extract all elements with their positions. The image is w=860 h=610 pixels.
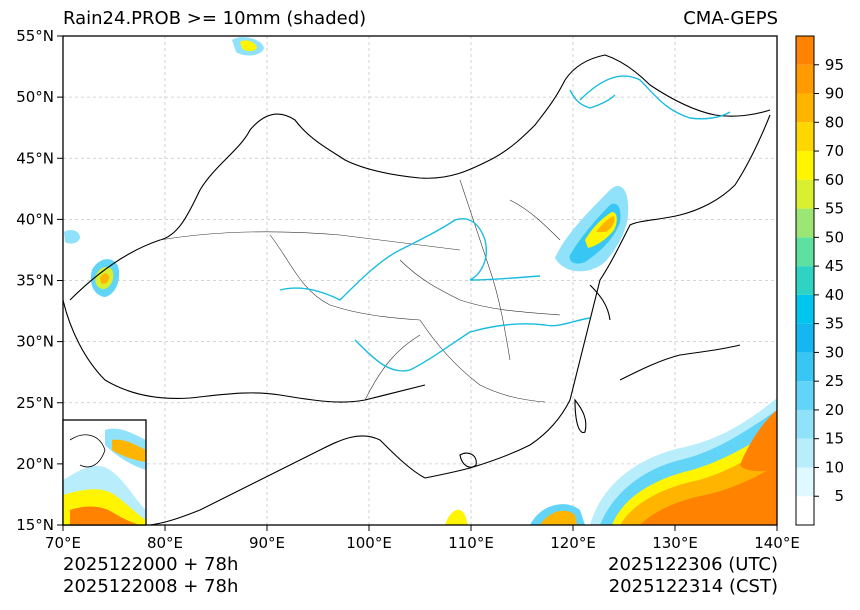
colorbar-frame — [795, 35, 815, 526]
colorbar-segment — [796, 122, 814, 152]
colorbar-segment — [796, 496, 814, 525]
lat-tick-label: 40°N — [16, 210, 54, 228]
colorbar-label: 30 — [825, 343, 844, 361]
lon-tick-label: 80°E — [147, 534, 183, 552]
colorbar-segment — [796, 381, 814, 410]
probability-shading — [64, 37, 777, 525]
valid-time-cst: 2025122314 (CST) — [608, 576, 778, 597]
colorbar-segment — [796, 208, 814, 238]
province-boundaries — [159, 179, 561, 403]
lon-tick-label: 100°E — [346, 534, 392, 552]
lat-tick-label: 25°N — [16, 394, 54, 412]
colorbar-label: 35 — [825, 315, 844, 333]
colorbar-segment — [796, 438, 814, 468]
lat-tick-label: 20°N — [16, 455, 54, 473]
colorbar-label: 60 — [825, 171, 844, 189]
model-name: CMA-GEPS — [683, 8, 778, 29]
lon-tick-label: 120°E — [550, 534, 596, 552]
colorbar-segment — [796, 294, 814, 324]
lon-tick-label: 70°E — [45, 534, 81, 552]
colorbar-label: 90 — [825, 85, 844, 103]
lon-tick-label: 140°E — [754, 534, 800, 552]
colorbar-label: 10 — [825, 458, 844, 476]
colorbar-segment — [796, 151, 814, 180]
colorbar-label: 45 — [825, 257, 844, 275]
colorbar-segment — [796, 266, 814, 295]
colorbar-segment — [796, 467, 814, 497]
lon-tick-label: 90°E — [249, 534, 285, 552]
colorbar-segment — [796, 36, 814, 65]
colorbar-segment — [796, 323, 814, 353]
colorbar-label: 55 — [825, 200, 844, 218]
coastline-and-borders — [63, 54, 771, 525]
lon-tick-label: 110°E — [448, 534, 494, 552]
colorbar-segment — [796, 64, 814, 94]
colorbar-label: 5 — [834, 487, 844, 505]
colorbar-segment — [796, 352, 814, 382]
valid-time-utc: 2025122306 (UTC) — [608, 554, 778, 575]
chart-title: Rain24.PROB >= 10mm (shaded) — [63, 8, 367, 29]
colorbar-label: 80 — [825, 113, 844, 131]
colorbar-segment — [796, 237, 814, 267]
map-axes: 70°E 80°E 90°E 100°E 110°E 120°E 130°E 140°E 15°… — [16, 27, 800, 552]
colorbar-label: 20 — [825, 401, 844, 419]
init-time-cst: 2025122008 + 78h — [63, 576, 239, 597]
init-time-utc: 2025122000 + 78h — [63, 554, 239, 575]
rivers — [279, 75, 731, 372]
colorbar-label: 25 — [825, 372, 844, 390]
lat-tick-label: 15°N — [16, 516, 54, 534]
lat-tick-label: 35°N — [16, 272, 54, 290]
lat-tick-label: 45°N — [16, 149, 54, 167]
colorbar-segment — [796, 179, 814, 209]
lat-tick-label: 30°N — [16, 333, 54, 351]
lat-tick-label: 55°N — [16, 27, 54, 45]
south-china-sea-inset — [62, 419, 147, 526]
lon-tick-label: 130°E — [652, 534, 698, 552]
colorbar-label: 95 — [825, 56, 844, 74]
colorbar-label: 70 — [825, 142, 844, 160]
colorbar-segment — [796, 93, 814, 123]
colorbar-segment — [796, 409, 814, 439]
colorbar-label: 15 — [825, 430, 844, 448]
colorbar-label: 40 — [825, 286, 844, 304]
colorbar: 5 10 15 20 25 30 35 40 45 50 55 60 70 80 90 95 — [795, 35, 844, 526]
lat-tick-label: 50°N — [16, 88, 54, 106]
colorbar-label: 50 — [825, 228, 844, 246]
